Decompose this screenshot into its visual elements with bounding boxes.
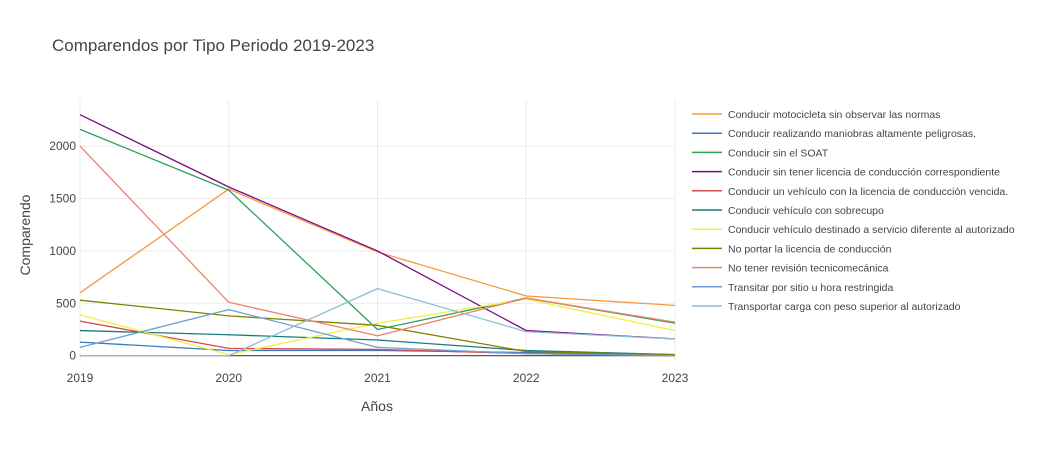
y-tick-label: 1000 bbox=[49, 244, 76, 258]
y-tick-label: 1500 bbox=[49, 192, 76, 206]
x-tick-label: 2022 bbox=[513, 371, 540, 385]
x-tick-label: 2020 bbox=[215, 371, 242, 385]
series-line-7[interactable] bbox=[79, 298, 676, 356]
series-line-2[interactable] bbox=[79, 341, 676, 356]
legend-item[interactable]: Conducir motocicleta sin observar las no… bbox=[692, 109, 940, 121]
legend-label: Transportar carga con peso superior al a… bbox=[728, 301, 961, 313]
legend-label: Conducir vehículo con sobrecupo bbox=[728, 205, 884, 217]
legend-item[interactable]: Transportar carga con peso superior al a… bbox=[692, 301, 961, 313]
series-line-11[interactable] bbox=[80, 287, 676, 357]
series-line-9[interactable] bbox=[79, 145, 676, 337]
x-tick-label: 2019 bbox=[67, 371, 94, 385]
series-line-4[interactable] bbox=[79, 114, 676, 340]
legend-label: Conducir sin el SOAT bbox=[728, 147, 829, 159]
legend-item[interactable]: Conducir vehículo destinado a servicio d… bbox=[692, 224, 1015, 236]
x-tick-label: 2021 bbox=[364, 371, 391, 385]
legend-item[interactable]: No portar la licencia de conducción bbox=[692, 243, 892, 255]
legend-label: Conducir motocicleta sin observar las no… bbox=[728, 109, 940, 121]
x-tick-label: 2023 bbox=[662, 371, 689, 385]
legend-item[interactable]: Conducir realizando maniobras altamente … bbox=[692, 128, 976, 140]
y-tick-label: 500 bbox=[56, 296, 76, 310]
series-line-6[interactable] bbox=[79, 329, 676, 356]
x-axis-ticks: 2019 2020 2021 2022 2023 bbox=[67, 371, 689, 385]
chart-title: Comparendos por Tipo Periodo 2019-2023 bbox=[52, 36, 374, 55]
legend-label: Conducir realizando maniobras altamente … bbox=[728, 128, 976, 140]
legend-item[interactable]: Conducir sin tener licencia de conducció… bbox=[692, 167, 1000, 179]
legend-item[interactable]: Conducir vehículo con sobrecupo bbox=[692, 205, 884, 217]
legend-item[interactable]: Conducir sin el SOAT bbox=[692, 147, 829, 159]
y-tick-label: 0 bbox=[69, 349, 76, 363]
series-lines bbox=[79, 114, 676, 357]
legend-label: Conducir un vehículo con la licencia de … bbox=[728, 186, 1008, 198]
y-tick-label: 2000 bbox=[49, 139, 76, 153]
series-line-1[interactable] bbox=[79, 188, 676, 307]
legend-label: Transitar por sitio u hora restringida bbox=[728, 282, 894, 294]
series-line-8[interactable] bbox=[79, 299, 676, 356]
legend-label: Conducir vehículo destinado a servicio d… bbox=[728, 224, 1015, 236]
chart-legend[interactable]: Conducir motocicleta sin observar las no… bbox=[692, 109, 1015, 313]
legend-item[interactable]: No tener revisión tecnicomecánica bbox=[692, 263, 889, 275]
legend-label: Conducir sin tener licencia de conducció… bbox=[728, 167, 1000, 179]
legend-item[interactable]: Conducir un vehículo con la licencia de … bbox=[692, 186, 1008, 198]
y-axis-ticks: 0 500 1000 1500 2000 bbox=[49, 139, 76, 363]
x-axis-label: Años bbox=[361, 398, 393, 414]
y-axis-label: Comparendo bbox=[17, 194, 33, 275]
legend-item[interactable]: Transitar por sitio u hora restringida bbox=[692, 282, 894, 294]
legend-label: No tener revisión tecnicomecánica bbox=[728, 263, 889, 275]
series-line-10[interactable] bbox=[79, 308, 676, 357]
legend-label: No portar la licencia de conducción bbox=[728, 243, 892, 255]
